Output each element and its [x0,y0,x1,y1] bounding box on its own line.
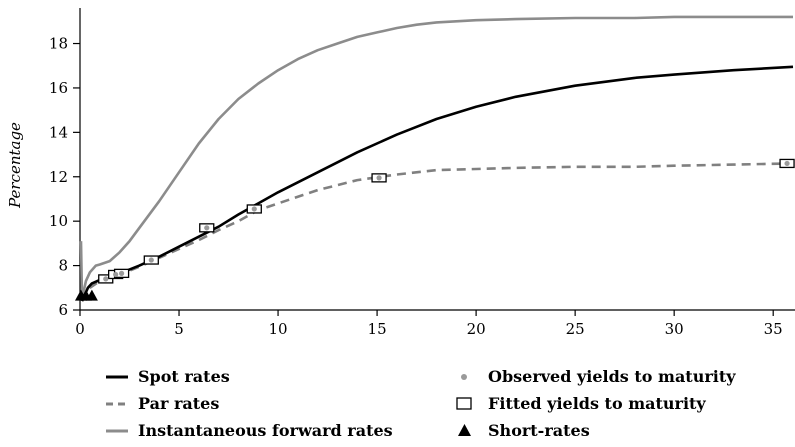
observed-yield-marker [376,175,382,181]
short-rate-marker [85,289,98,301]
par-rates-line [80,162,794,302]
x-tick-label: 5 [174,320,184,338]
y-tick-label: 8 [58,257,68,275]
legend-label: Short-rates [488,421,590,440]
legend: Spot rates Par rates Instantaneous forward… [106,367,736,440]
legend-item: Instantaneous forward rates [106,421,393,440]
observed-yield-marker [113,271,119,278]
observed-yield-marker [148,257,154,263]
y-tick-label: 18 [49,35,68,53]
x-tick-label: 15 [368,320,387,338]
y-tick-label: 10 [49,212,68,230]
axes: 0 5 10 15 20 25 30 35 6 8 10 12 14 16 18 [49,8,795,338]
y-tick-label: 12 [49,168,68,186]
spot-rates-line [80,65,794,302]
y-tick-label: 16 [49,79,68,97]
series-layer [79,15,794,302]
observed-yield-marker [251,206,257,212]
legend-label: Instantaneous forward rates [138,421,393,440]
x-tick-label: 30 [665,320,684,338]
observed-yield-marker [118,270,125,276]
y-tick-label: 14 [49,123,68,141]
y-axis-title: Percentage [6,122,24,209]
observed-yield-marker [204,225,210,231]
legend-item: Fitted yields to maturity [456,394,706,413]
x-tick-label: 35 [764,320,783,338]
legend-label: Observed yields to maturity [488,367,736,386]
legend-dot-icon [461,374,467,380]
x-tick-label: 20 [467,320,486,338]
marker-layer [74,158,795,301]
legend-label: Fitted yields to maturity [488,394,706,413]
observed-yield-marker [784,160,790,167]
y-tick-label: 6 [58,301,68,319]
observed-yield-marker [103,276,109,282]
forward-rates-line [79,15,793,298]
legend-label: Par rates [138,394,219,413]
legend-triangle-icon [458,424,471,436]
x-tick-label: 10 [269,320,288,338]
legend-item: Spot rates [106,367,230,386]
x-tick-label: 25 [566,320,585,338]
legend-item: Short-rates [458,421,590,440]
legend-square-icon [456,397,472,410]
legend-item: Observed yields to maturity [461,367,736,386]
x-tick-label: 0 [75,320,85,338]
legend-item: Par rates [106,394,219,413]
legend-label: Spot rates [138,367,230,386]
